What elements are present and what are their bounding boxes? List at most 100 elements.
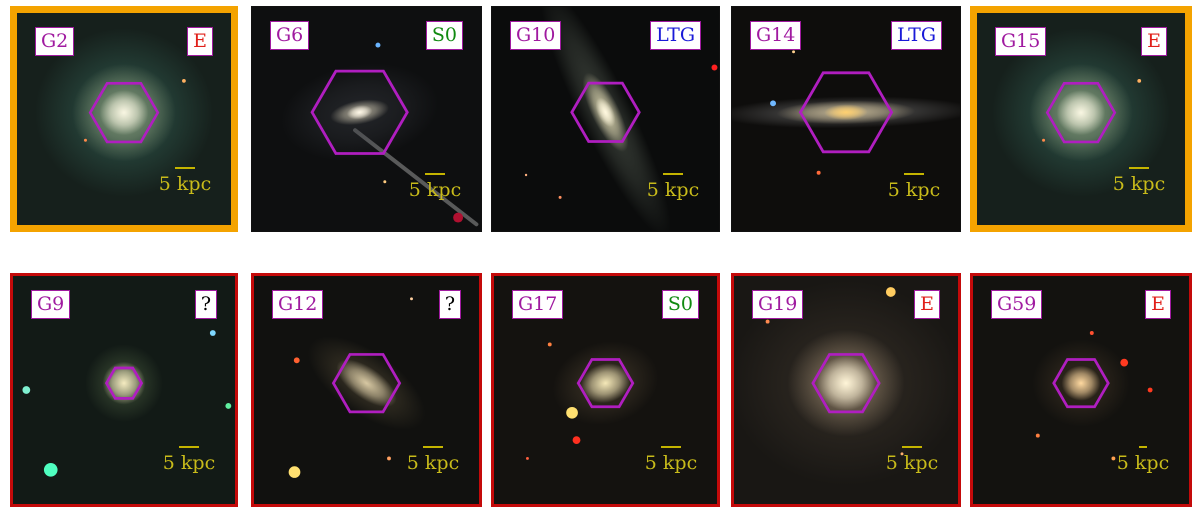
background-star	[225, 403, 232, 409]
morphology-type-label: E	[1145, 290, 1171, 319]
panel-g17: G17 S0 5 kpc	[491, 273, 720, 507]
background-star	[22, 386, 31, 394]
background-star	[182, 78, 186, 83]
ifu-hexagon-footprint	[310, 69, 409, 155]
scale-bar: 5 kpc	[407, 173, 463, 213]
morphology-type-label: ?	[438, 290, 461, 319]
ifu-hexagon-footprint	[1045, 82, 1117, 144]
panel-g14: G14 LTG 5 kpc	[731, 6, 961, 232]
background-star	[1111, 456, 1116, 461]
background-star	[566, 406, 578, 419]
scale-bar-label: 5 kpc	[1112, 173, 1166, 195]
scale-bar-line	[904, 173, 924, 175]
galaxy-light-layer	[580, 363, 631, 404]
background-star	[288, 466, 301, 478]
galaxy-light-layer	[336, 359, 397, 407]
background-star	[765, 319, 770, 324]
morphology-type-label: LTG	[650, 21, 701, 50]
scale-bar-line	[902, 446, 922, 448]
scale-bar-label: 5 kpc	[646, 179, 700, 201]
background-star	[558, 195, 562, 199]
background-star	[83, 138, 87, 142]
background-star	[387, 456, 391, 461]
galaxy-id-label: G2	[35, 27, 75, 56]
morphology-type-label: E	[1141, 27, 1167, 56]
scale-bar-line	[425, 173, 445, 175]
galaxy-light-layer	[1056, 90, 1106, 136]
ifu-hexagon-footprint	[1052, 358, 1110, 409]
scale-bar: 5 kpc	[884, 446, 940, 486]
background-star	[1137, 78, 1142, 83]
panel-g9: G9? 5 kpc	[10, 273, 238, 507]
panel-g19: G19 E 5 kpc	[731, 273, 961, 507]
galaxy-light-layer	[99, 90, 149, 136]
morphology-type-label: S0	[425, 21, 463, 50]
morphology-type-label: ?	[194, 290, 217, 319]
background-star	[375, 42, 381, 48]
background-star	[43, 462, 58, 477]
background-star	[410, 297, 413, 301]
galaxy-light-layer	[816, 355, 876, 411]
background-star	[293, 357, 300, 364]
background-star	[1147, 387, 1153, 393]
scale-bar: 5 kpc	[1111, 167, 1167, 207]
ifu-hexagon-footprint	[88, 82, 160, 144]
background-star	[1089, 331, 1094, 335]
galaxy-id-label: G9	[31, 290, 71, 319]
ifu-hexagon-footprint	[811, 353, 881, 414]
background-star	[792, 50, 796, 54]
scale-bar-line	[175, 167, 195, 169]
background-star	[572, 436, 581, 445]
galaxy-id-label: G15	[995, 27, 1047, 56]
background-star	[383, 180, 387, 184]
galaxy-id-label: G14	[750, 21, 802, 50]
scale-bar-label: 5 kpc	[158, 173, 212, 195]
ifu-hexagon-footprint	[331, 353, 402, 414]
morphology-type-label: S0	[661, 290, 699, 319]
panel-g2: G2 E 5 kpc	[10, 6, 238, 232]
morphology-type-label: E	[914, 290, 940, 319]
panel-g15: G15 E 5 kpc	[970, 6, 1192, 232]
panel-g12: G12? 5 kpc	[251, 273, 482, 507]
scale-bar-label: 5 kpc	[644, 452, 698, 474]
background-star	[900, 452, 904, 456]
panel-g10: G10 LTG 5 kpc	[491, 6, 720, 232]
scale-bar-label: 5 kpc	[406, 452, 460, 474]
scale-bar: 5 kpc	[405, 446, 461, 486]
background-star	[770, 100, 777, 107]
scale-bar-line	[1129, 167, 1149, 169]
galaxy-id-label: G10	[510, 21, 562, 50]
galaxy-id-label: G6	[270, 21, 310, 50]
background-star	[711, 64, 718, 71]
galaxy-light-layer	[1061, 365, 1101, 401]
galaxy-light-layer	[595, 97, 616, 127]
galaxy-image	[977, 13, 1185, 225]
galaxy-id-label: G17	[512, 290, 564, 319]
background-star	[1120, 358, 1129, 367]
scale-bar: 5 kpc	[645, 173, 701, 213]
scale-bar-line	[663, 173, 683, 175]
background-star	[525, 456, 529, 460]
scale-bar-label: 5 kpc	[1116, 452, 1170, 474]
galaxy-light-layer	[346, 105, 373, 120]
galaxy-light-layer	[824, 104, 868, 121]
panel-g6: G6 S0 5 kpc	[251, 6, 482, 232]
ifu-hexagon-footprint	[798, 71, 894, 154]
morphology-type-label: LTG	[891, 21, 942, 50]
galaxy-id-label: G12	[272, 290, 324, 319]
background-star	[1035, 433, 1040, 438]
ifu-hexagon-footprint	[104, 366, 144, 400]
background-star	[816, 170, 821, 175]
scale-bar-line	[423, 446, 443, 448]
scale-bar-label: 5 kpc	[162, 452, 216, 474]
scale-bar: 5 kpc	[161, 446, 217, 486]
background-star	[453, 212, 464, 223]
galaxy-id-label: G59	[991, 290, 1043, 319]
panel-g59: G59 E 5 kpc	[970, 273, 1192, 507]
background-star	[209, 330, 216, 336]
scale-bar-line	[661, 446, 681, 448]
scale-bar: 5 kpc	[157, 167, 213, 207]
scale-bar: 5 kpc	[643, 446, 699, 486]
scale-bar-line	[1139, 446, 1147, 448]
scale-bar-label: 5 kpc	[408, 179, 462, 201]
